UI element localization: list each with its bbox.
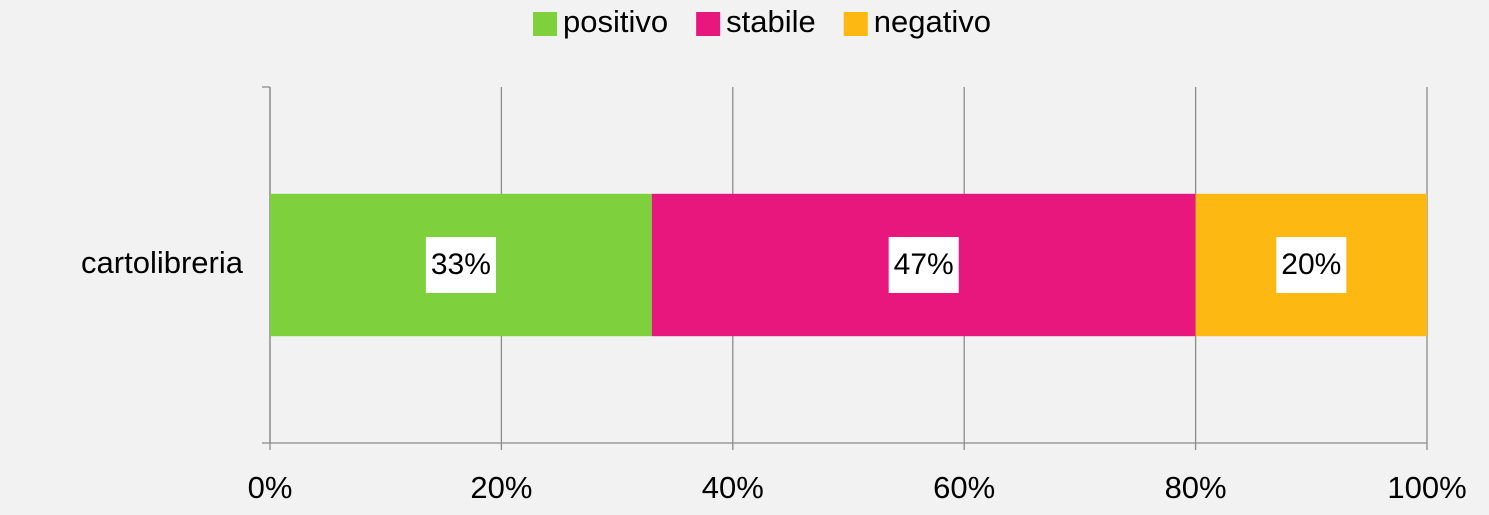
legend-label: negativo (874, 4, 991, 39)
data-label-box (423, 235, 498, 295)
legend-swatch (696, 12, 721, 36)
x-tick-label: 0% (248, 470, 293, 505)
x-tick-label: 40% (702, 470, 764, 505)
data-label: 33% (431, 248, 491, 281)
x-tick-label: 60% (933, 470, 995, 505)
legend-swatch (843, 12, 868, 36)
legend-label: positivo (563, 4, 668, 39)
data-label-box (886, 235, 961, 295)
x-tick-label: 100% (1387, 470, 1466, 505)
x-tick-label: 80% (1165, 470, 1227, 505)
x-tick-label: 20% (470, 470, 532, 505)
legend-label: stabile (726, 4, 816, 39)
legend-swatch (533, 12, 558, 36)
data-label-box (1274, 235, 1349, 295)
y-tick-label: cartolibreria (81, 245, 244, 280)
data-label: 20% (1281, 248, 1341, 281)
data-label: 47% (894, 248, 954, 281)
